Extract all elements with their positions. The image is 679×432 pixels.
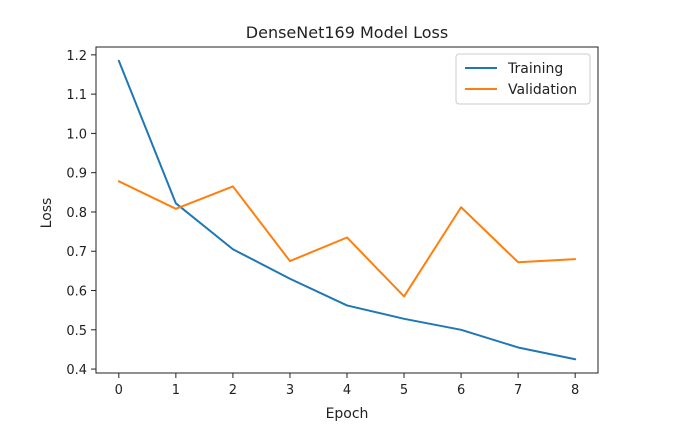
y-tick-label: 1.2 — [66, 49, 87, 64]
x-axis-title: Epoch — [326, 406, 369, 422]
x-tick-label: 0 — [115, 383, 123, 398]
y-tick-label: 0.8 — [66, 206, 87, 221]
x-axis: 0 1 2 3 4 5 6 7 8 — [115, 373, 579, 398]
y-tick-label: 0.5 — [66, 324, 87, 339]
x-tick-label: 8 — [571, 383, 579, 398]
x-tick-label: 7 — [514, 383, 522, 398]
y-axis: 0.4 0.5 0.6 0.7 0.8 0.9 1.0 1.1 1.2 — [66, 49, 96, 378]
x-tick-label: 3 — [286, 383, 294, 398]
legend-label-validation: Validation — [508, 82, 577, 98]
y-axis-title: Loss — [39, 198, 55, 229]
series-layer — [117, 59, 577, 361]
y-tick-label: 0.7 — [66, 245, 87, 260]
x-tick-label: 1 — [172, 383, 180, 398]
x-tick-label: 6 — [457, 383, 465, 398]
legend-box — [455, 53, 591, 105]
x-tick-label: 5 — [400, 383, 408, 398]
y-tick-label: 1.0 — [66, 127, 87, 142]
x-tick-label: 2 — [229, 383, 237, 398]
y-tick-label: 0.4 — [66, 363, 87, 378]
y-tick-label: 1.1 — [66, 88, 87, 103]
y-tick-label: 0.6 — [66, 285, 87, 300]
x-tick-label: 4 — [343, 383, 351, 398]
legend-label-training: Training — [507, 61, 563, 77]
legend: Training Validation — [455, 53, 591, 105]
chart-title: DenseNet169 Model Loss — [246, 23, 448, 42]
y-tick-label: 0.9 — [66, 167, 87, 182]
